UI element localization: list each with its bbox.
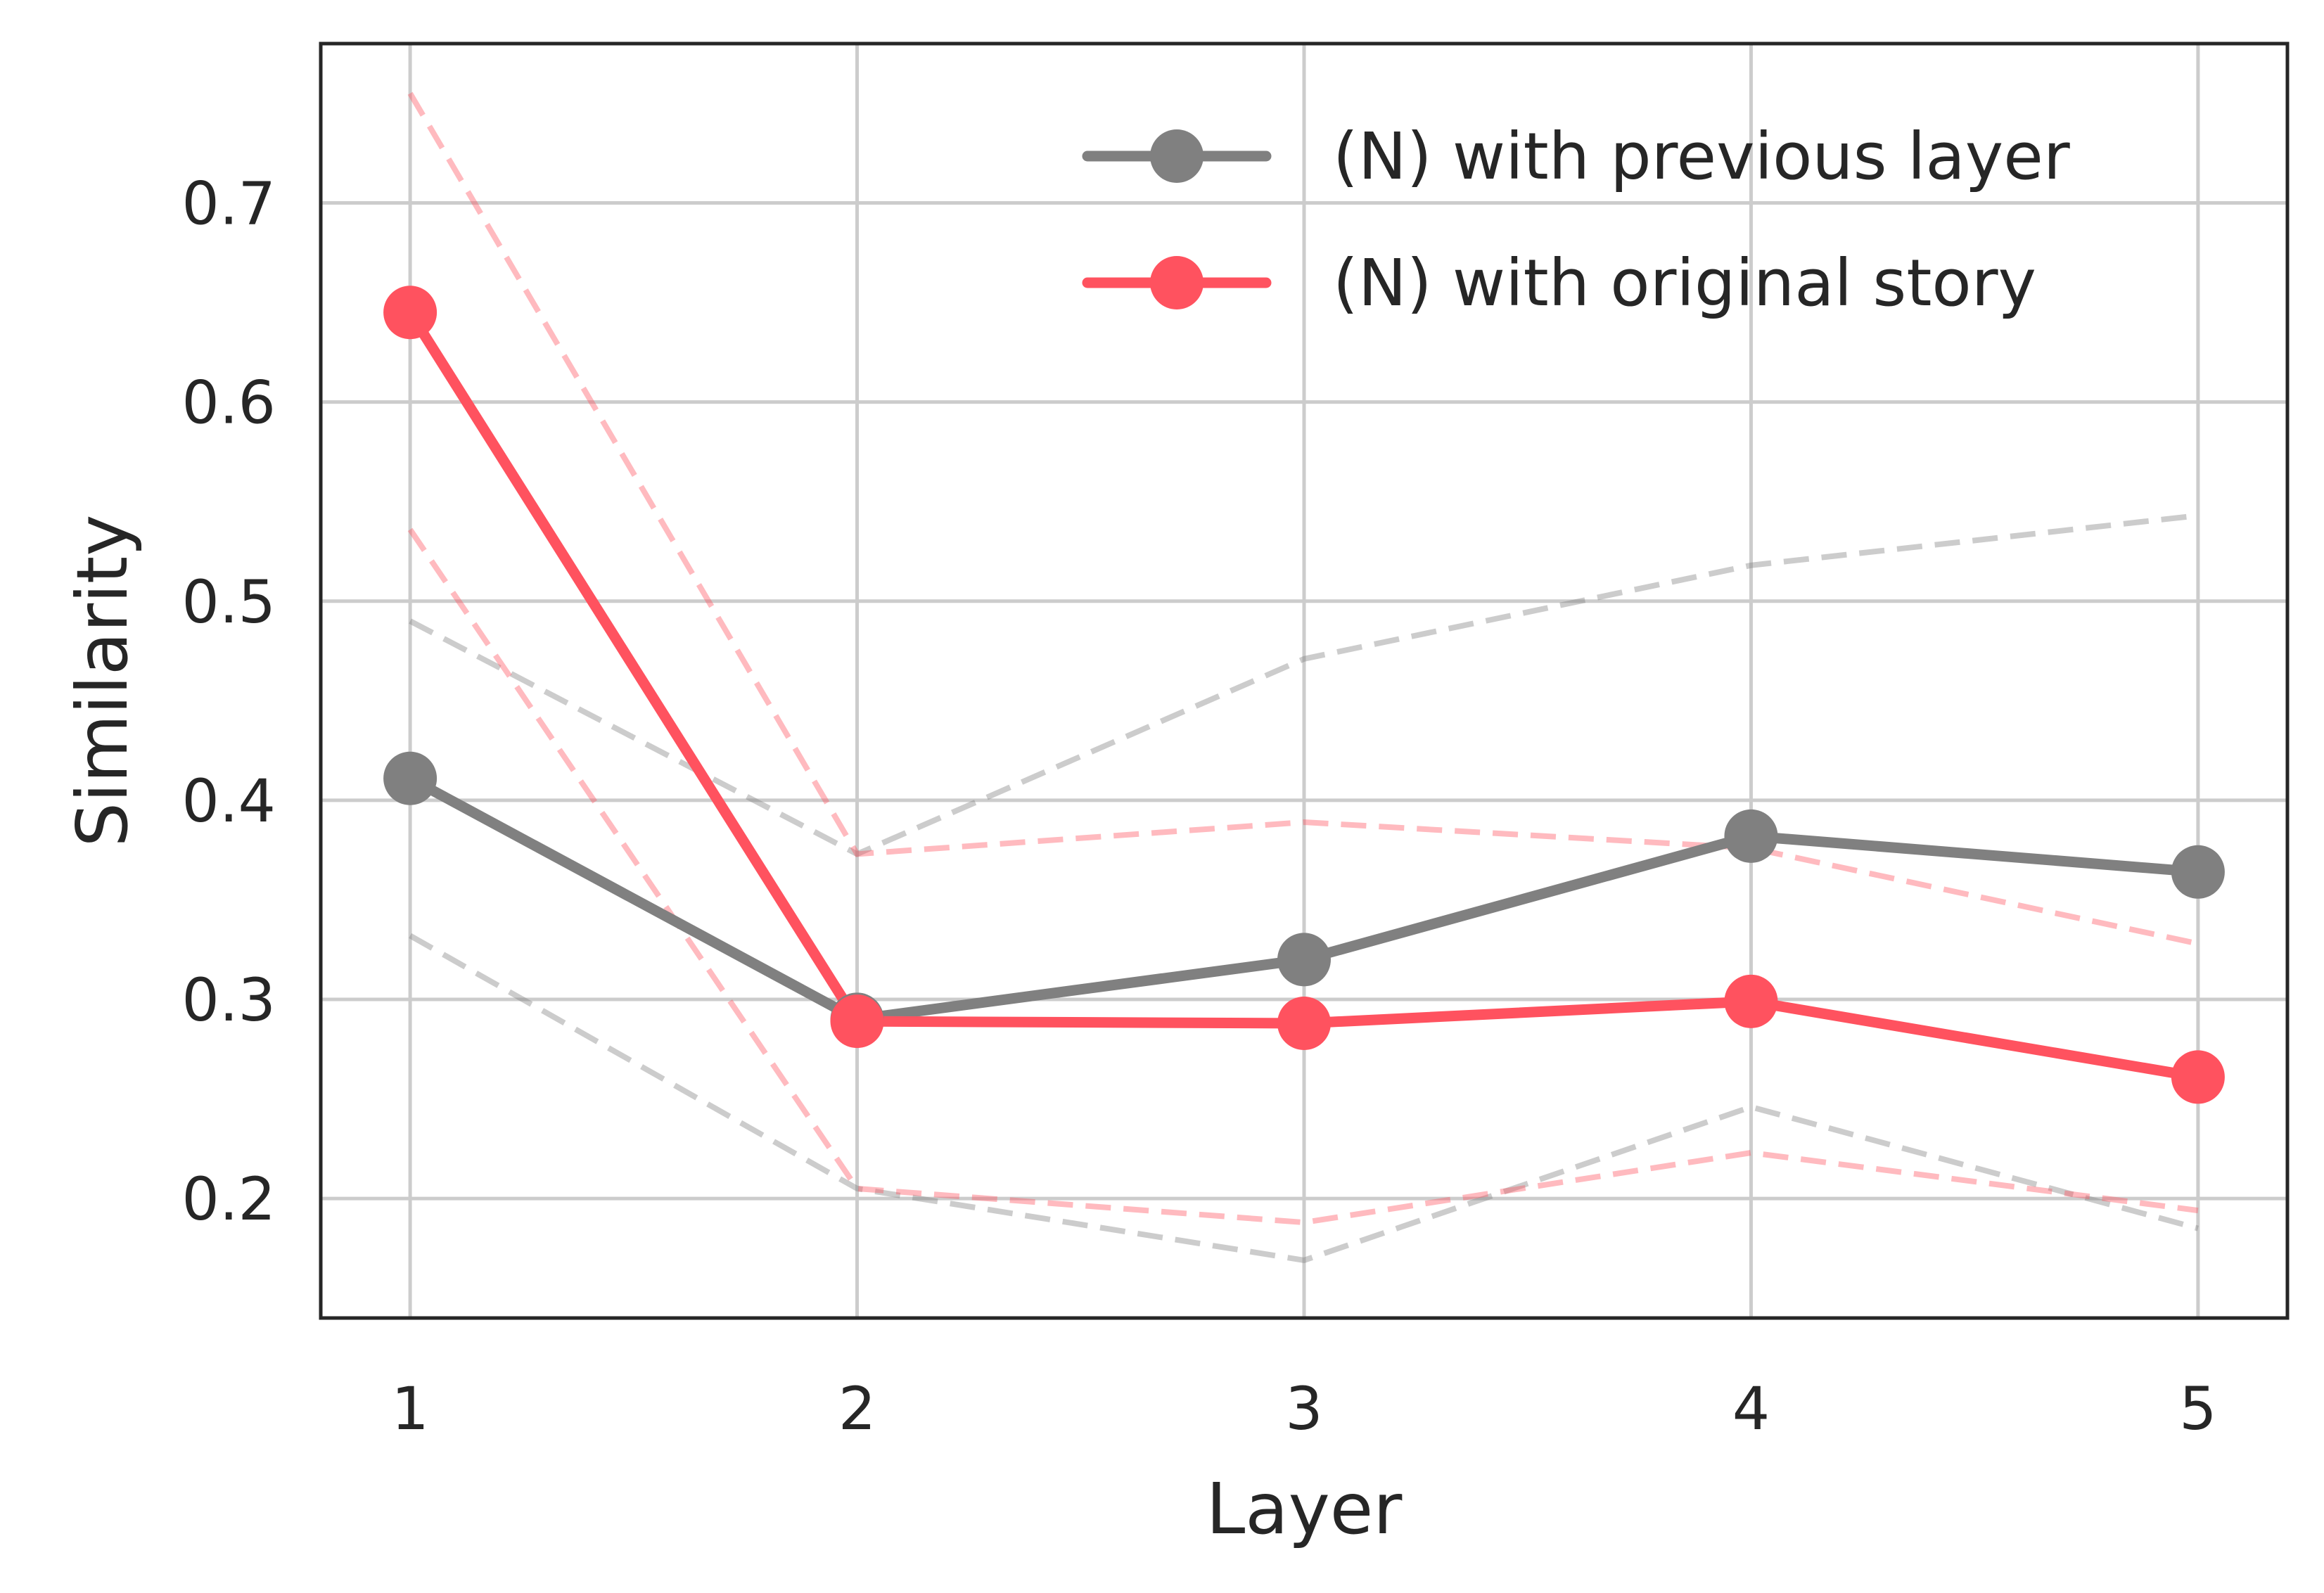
- legend-label: (N) with previous layer: [1333, 119, 2070, 194]
- series-2-point: [1724, 975, 1777, 1028]
- legend-marker: [1150, 129, 1204, 183]
- legend-label: (N) with original story: [1333, 245, 2036, 321]
- y-tick-label: 0.4: [181, 767, 276, 836]
- series-2-point: [1277, 997, 1331, 1050]
- y-tick-label: 0.2: [181, 1165, 276, 1234]
- x-tick-label: 1: [391, 1374, 428, 1443]
- y-tick-label: 0.5: [181, 568, 276, 636]
- series-1-point: [1724, 810, 1777, 863]
- legend-marker: [1150, 256, 1204, 309]
- grid-lines: [321, 44, 2287, 1318]
- x-tick-label: 4: [1732, 1374, 1770, 1443]
- y-axis-label: Similarity: [61, 515, 143, 847]
- x-tick-label: 3: [1285, 1374, 1322, 1443]
- series-2-point: [383, 286, 437, 339]
- series-2-point: [831, 994, 884, 1048]
- series-1-point: [2171, 845, 2225, 899]
- y-tick-label: 0.3: [181, 966, 276, 1035]
- y-tick-label: 0.6: [181, 369, 276, 437]
- series-1-point: [1277, 933, 1331, 986]
- x-axis-label: Layer: [1206, 1468, 1403, 1550]
- x-tick-label: 5: [2179, 1374, 2216, 1443]
- x-tick-labels: 1 2 3 4 5: [391, 1374, 2216, 1443]
- y-tick-labels: 0.2 0.3 0.4 0.5 0.6 0.7: [181, 169, 276, 1234]
- y-tick-label: 0.7: [181, 169, 276, 238]
- series-1-point: [383, 752, 437, 805]
- series-2-point: [2171, 1050, 2225, 1103]
- x-tick-label: 2: [838, 1374, 876, 1443]
- legend: (N) with previous layer (N) with original…: [1087, 119, 2070, 321]
